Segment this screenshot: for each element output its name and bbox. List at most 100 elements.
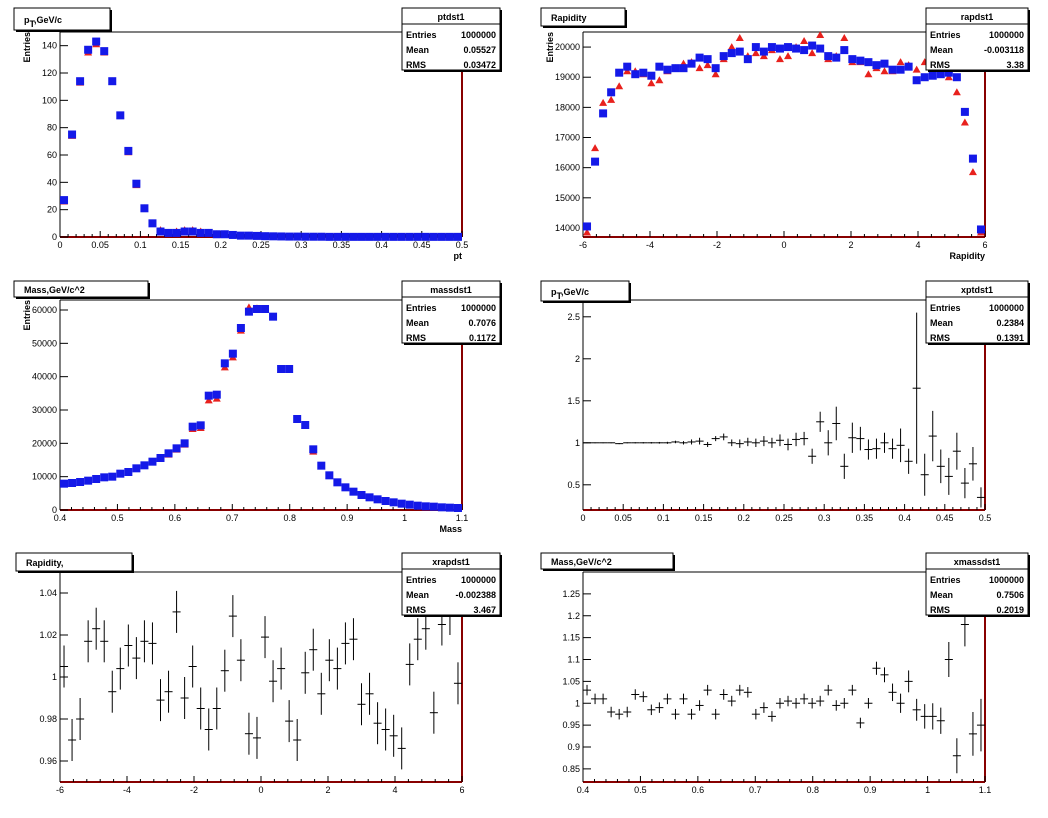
data-point [615, 82, 624, 90]
stats-name: xptdst1 [961, 285, 993, 295]
x-tick-label: 4 [915, 240, 920, 250]
data-point [944, 73, 953, 81]
data-point [236, 324, 245, 332]
stats-key: RMS [930, 60, 950, 70]
y-tick-label: 14000 [555, 223, 580, 233]
y-tick-label: 0.5 [567, 480, 580, 490]
y-tick-label: 20000 [555, 42, 580, 52]
stats-key: Mean [406, 45, 429, 55]
y-tick-label: 1 [575, 438, 580, 448]
data-point [341, 232, 350, 241]
stats-key: RMS [406, 605, 426, 615]
x-tick-label: 0.8 [283, 513, 296, 523]
data-point [695, 64, 704, 72]
data-point [880, 67, 889, 75]
y-tick-label: 1 [52, 672, 57, 682]
data-point [172, 444, 181, 453]
data-point [615, 68, 624, 77]
data-point [116, 469, 125, 478]
title-box [540, 280, 630, 302]
data-point [196, 228, 205, 237]
data-point [188, 422, 197, 431]
data-point [349, 487, 358, 496]
chart-title: pT,GeV/c [551, 287, 589, 301]
data-point [960, 118, 969, 126]
stats-name: rapdst1 [961, 12, 994, 22]
data-point [960, 107, 969, 116]
stats-key: Entries [930, 30, 961, 40]
data-point [784, 52, 793, 60]
data-point [220, 230, 229, 239]
data-point [808, 49, 817, 57]
y-tick-label: 20000 [32, 438, 57, 448]
x-tick-label: -6 [579, 240, 587, 250]
data-point [591, 144, 600, 152]
histogram-pad-5: -6 -4 -2 0 2 4 6 0.96 0.98 1 1.02 1.04 Rapidity, xrap… [15, 552, 502, 795]
y-tick-label: 1.2 [567, 611, 580, 621]
stats-key: RMS [406, 60, 426, 70]
data-point [719, 52, 728, 61]
data-point [583, 222, 592, 231]
data-point [840, 46, 849, 55]
data-point [952, 88, 961, 96]
data-point [212, 390, 221, 399]
y-tick-label: 50000 [32, 338, 57, 348]
y-tick-label: 100 [42, 95, 57, 105]
data-point [631, 70, 640, 79]
data-point [816, 44, 825, 53]
data-point [68, 130, 77, 139]
stats-name: massdst1 [430, 285, 472, 295]
data-point [623, 67, 632, 75]
data-point [912, 65, 921, 73]
data-point [445, 232, 454, 241]
y-tick-label: 18000 [555, 102, 580, 112]
data-point [156, 454, 165, 462]
x-tick-label: -4 [646, 240, 654, 250]
x-tick-label: 0.5 [634, 785, 647, 795]
data-point [655, 62, 664, 71]
data-point [679, 64, 688, 73]
data-point [607, 88, 616, 97]
series-2 [583, 41, 985, 234]
data-point [968, 154, 977, 163]
x-tick-label: 0.4 [375, 240, 388, 250]
data-point [591, 157, 600, 166]
data-point [204, 396, 213, 404]
data-point [727, 49, 736, 58]
data-point [888, 65, 897, 74]
stats-value: 0.2384 [996, 318, 1024, 328]
data-point [301, 421, 310, 429]
x-tick-label: 2 [848, 240, 853, 250]
data-point [647, 71, 656, 80]
data-point [228, 230, 237, 239]
data-point [848, 55, 857, 64]
y-tick-label: 1 [575, 698, 580, 708]
data-point [759, 52, 768, 60]
x-tick-label: 0 [580, 513, 585, 523]
data-point [800, 46, 809, 55]
y-axis-label: Entries [22, 32, 32, 63]
stats-value: 3.467 [473, 605, 496, 615]
y-tick-label: 40 [47, 177, 57, 187]
chart-title: Rapidity, [26, 558, 63, 568]
stats-key: Mean [930, 318, 953, 328]
data-point [124, 146, 133, 155]
data-point [261, 305, 270, 313]
data-point [293, 232, 302, 241]
data-point [373, 232, 382, 241]
stats-key: Entries [406, 30, 437, 40]
stats-key: Mean [930, 45, 953, 55]
stats-name: xrapdst1 [432, 557, 470, 567]
y-tick-label: 2 [575, 354, 580, 364]
data-point [421, 502, 430, 511]
y-axis-label: Entries [22, 300, 32, 331]
data-point [936, 70, 945, 79]
data-point [277, 232, 286, 241]
x-axis-label: Mass [439, 524, 462, 534]
stats-value: 0.7506 [996, 590, 1024, 600]
data-point [904, 62, 913, 71]
data-point [100, 47, 109, 56]
data-point [124, 468, 133, 476]
title-box [13, 7, 111, 31]
stats-key: RMS [930, 333, 950, 343]
